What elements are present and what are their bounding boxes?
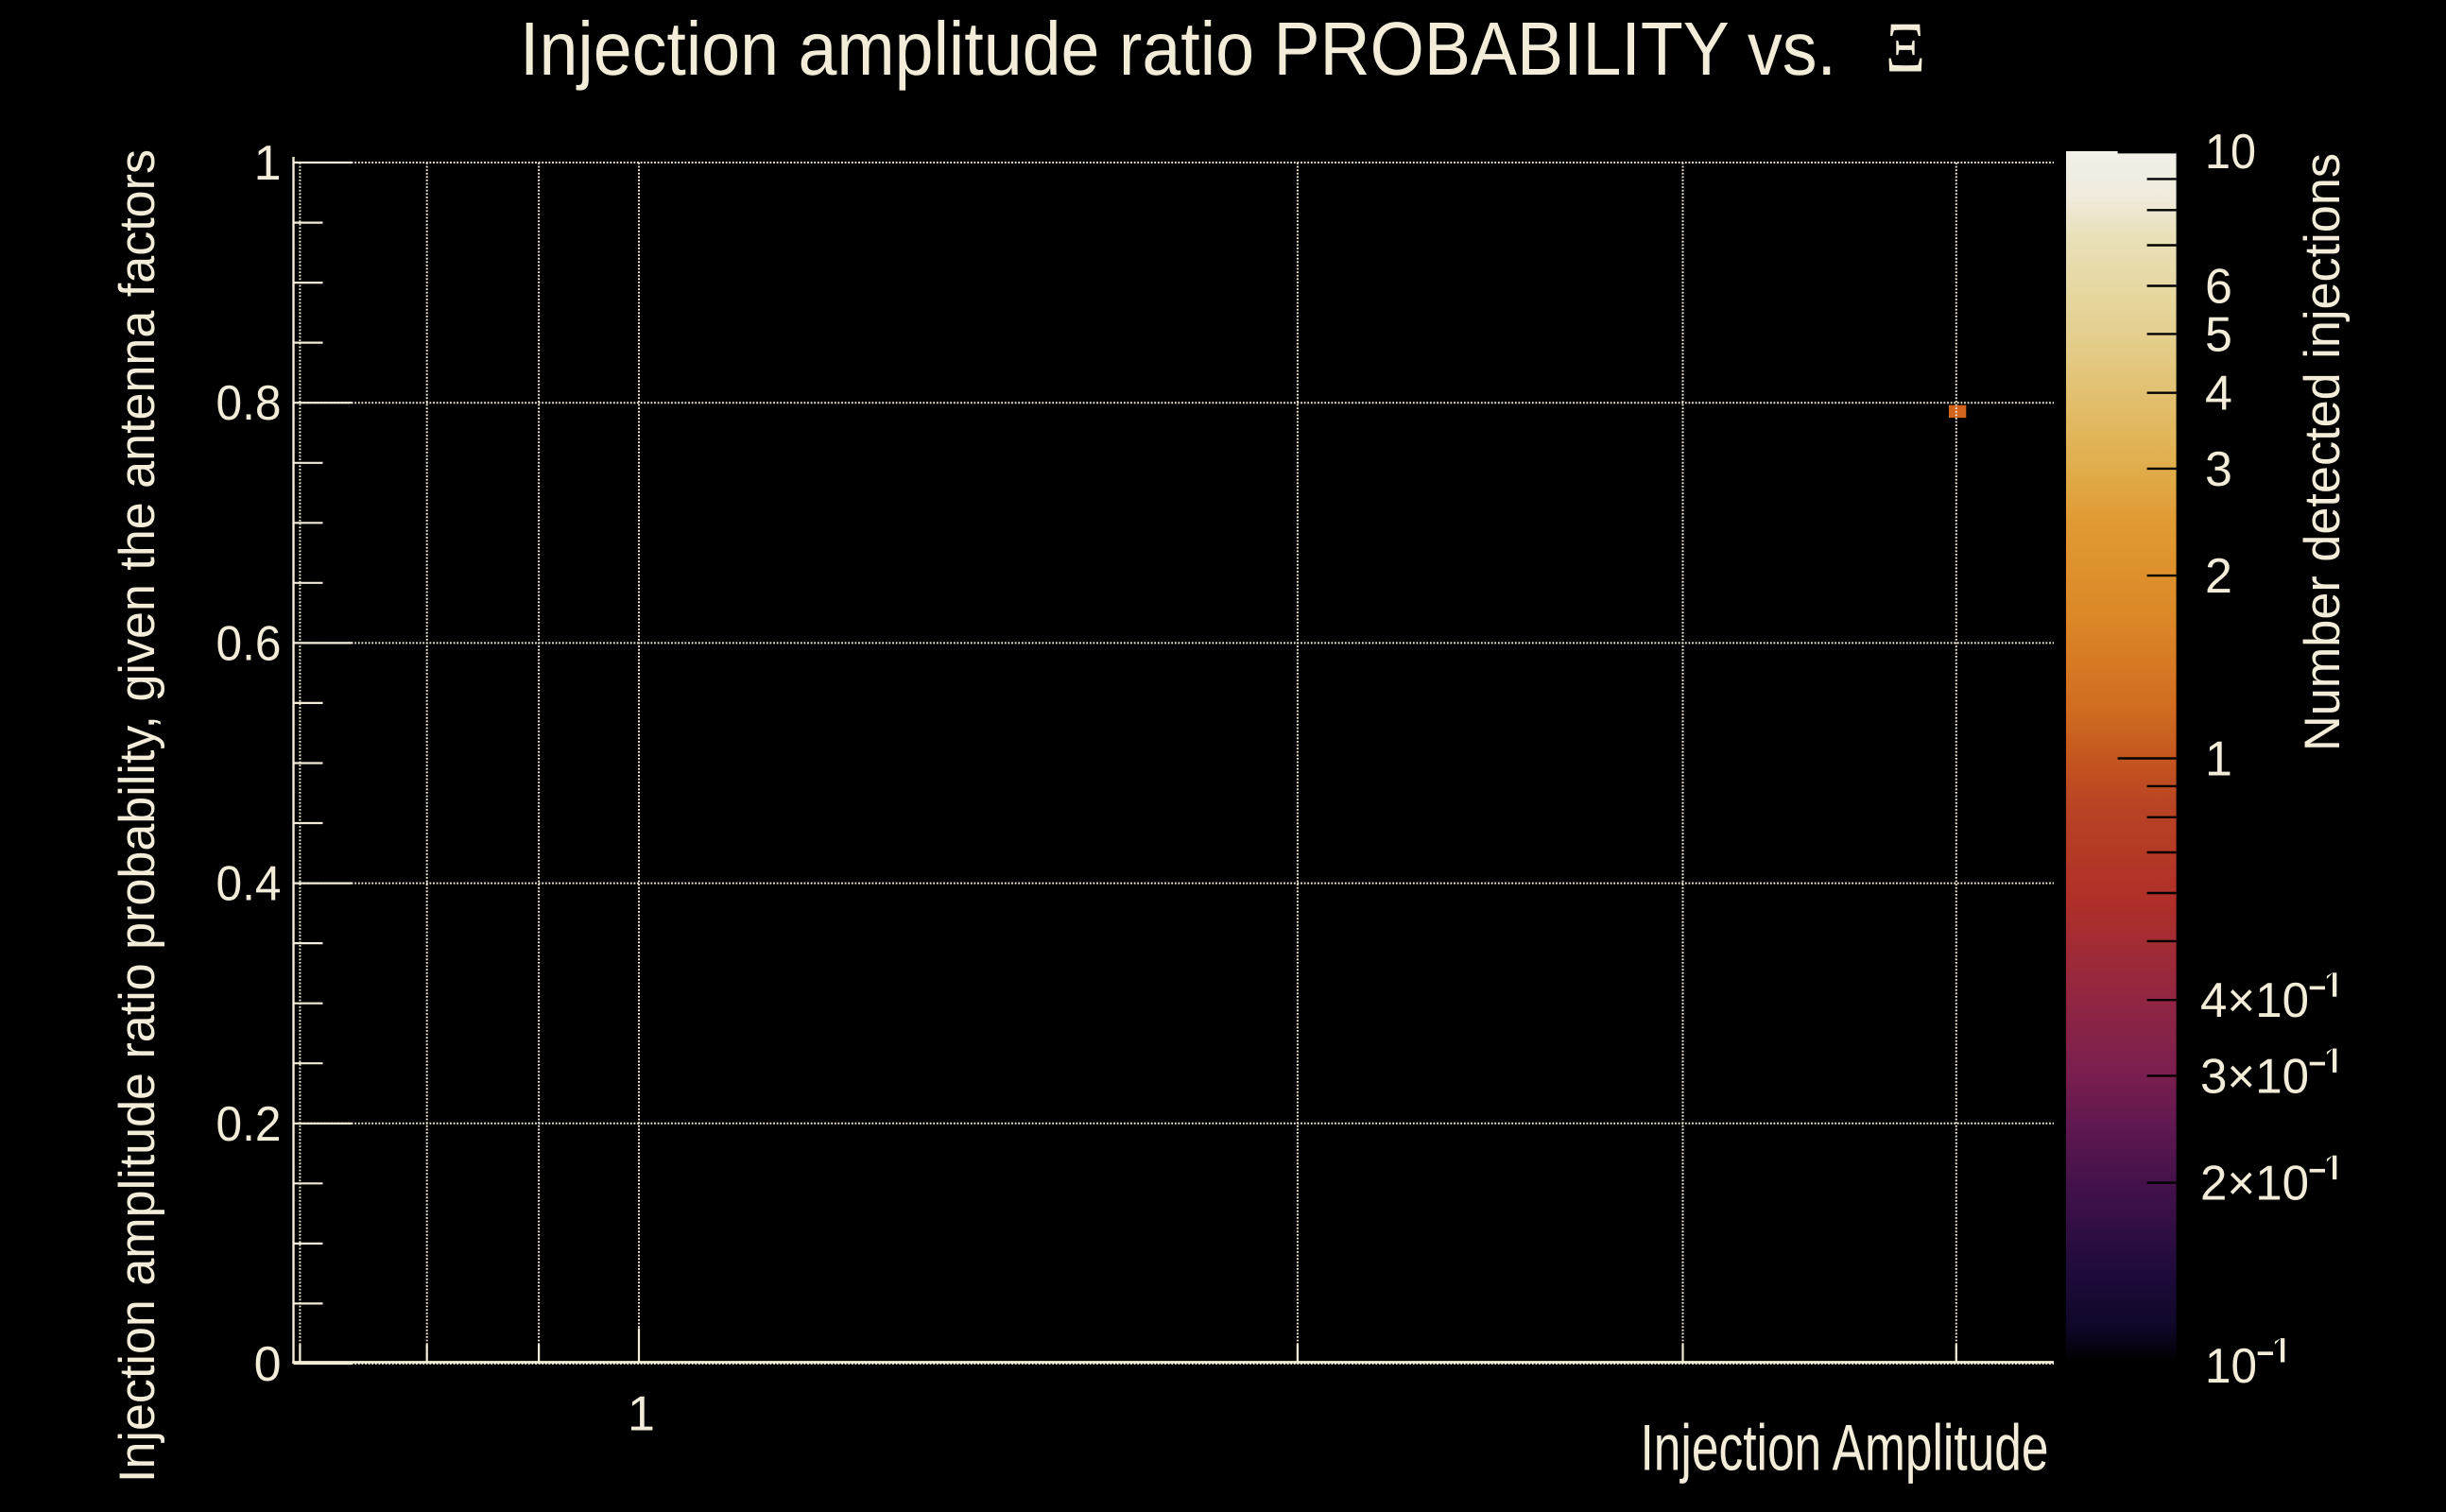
svg-text:Injection amplitude ratio PROB: Injection amplitude ratio PROBABILITY vs… — [520, 7, 1836, 91]
svg-text:0.2: 0.2 — [216, 1097, 282, 1152]
svg-text:1: 1 — [628, 1387, 655, 1442]
svg-text:Injection Amplitude: Injection Amplitude — [1641, 1411, 2049, 1484]
svg-text:2×10: 2×10 — [2200, 1157, 2309, 1211]
svg-text:6: 6 — [2205, 260, 2232, 315]
svg-text:5: 5 — [2205, 307, 2232, 362]
svg-text:1: 1 — [254, 136, 282, 191]
svg-text:1: 1 — [2205, 732, 2232, 787]
svg-text:0.8: 0.8 — [216, 376, 282, 431]
svg-text:3: 3 — [2205, 442, 2232, 497]
svg-text:3×10: 3×10 — [2200, 1049, 2309, 1104]
svg-text:Injection amplitude ratio prob: Injection amplitude ratio probability, g… — [110, 149, 165, 1483]
svg-text:10: 10 — [2205, 1339, 2257, 1394]
svg-text:4: 4 — [2205, 367, 2232, 421]
svg-text:0.6: 0.6 — [216, 616, 282, 671]
svg-text:0: 0 — [254, 1337, 282, 1392]
svg-text:10: 10 — [2205, 125, 2256, 180]
svg-text:0.4: 0.4 — [216, 857, 282, 912]
svg-text:Ξ: Ξ — [1886, 9, 1925, 88]
svg-text:4×10: 4×10 — [2200, 973, 2309, 1028]
svg-text:2: 2 — [2205, 549, 2232, 604]
svg-text:Number detected injections: Number detected injections — [2295, 153, 2351, 751]
